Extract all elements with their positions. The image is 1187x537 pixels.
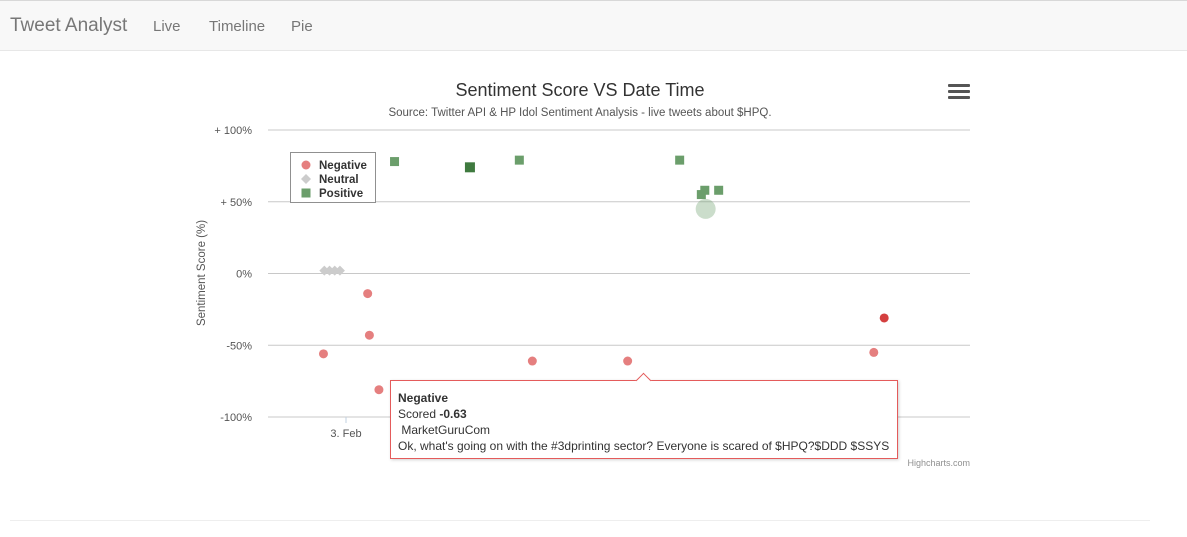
negative-point [318,349,328,359]
y-tick-label: -100% [220,412,252,424]
y-tick-label: + 50% [221,197,253,209]
positive-point [390,157,400,167]
point-tooltip: Negative Scored -0.63 MarketGuruCom Ok, … [390,372,898,459]
y-axis-label: Sentiment Score (%) [196,220,208,326]
nav-link-timeline[interactable]: Timeline [209,18,266,35]
negative-point [527,356,537,366]
legend-item-neutral[interactable]: Neutral [319,174,359,186]
positive-point [514,155,524,165]
chart-subtitle: Source: Twitter API & HP Idol Sentiment … [388,107,771,119]
menu-bar-icon [948,96,970,99]
credits-link: Highcharts.com [907,458,970,468]
negative-point [869,347,879,357]
negative-point [374,385,384,395]
chart-export-menu-button[interactable] [948,84,970,102]
footer-divider [10,520,1150,521]
y-tick-label: + 100% [214,125,252,137]
negative-point [364,330,374,340]
chart-title: Sentiment Score VS Date Time [455,80,704,100]
legend-neutral-symbol [301,174,311,184]
nav-link-pie[interactable]: Pie [291,18,313,35]
hover-halo [695,198,716,219]
neutral-point [334,265,345,276]
tooltip-score-label: Scored [398,407,440,421]
positive-point [700,185,710,195]
positive-point [675,155,685,165]
tooltip-user: MarketGuruCom [401,423,491,437]
brand-link[interactable]: Tweet Analyst [10,15,128,36]
legend-item-negative[interactable]: Negative [319,160,367,172]
negative-point [363,289,373,299]
navbar: Tweet Analyst Live Timeline Pie [0,0,1187,51]
nav-link-live[interactable]: Live [153,18,181,35]
tooltip-tweet-text: Ok, what's going on with the #3dprinting… [398,439,890,453]
y-tick-label: 0% [236,269,252,281]
menu-bar-icon [948,90,970,93]
positive-point [464,162,475,173]
legend-negative-symbol [301,160,311,170]
x-tick-label: 3. Feb [330,428,361,440]
negative-point [623,356,633,366]
menu-bar-icon [948,84,970,87]
legend-positive-symbol [301,188,311,198]
tooltip-score-value: -0.63 [439,407,467,421]
legend-item-positive[interactable]: Positive [319,188,363,200]
tooltip-series-name: Negative [398,391,449,405]
negative-point [879,313,889,323]
y-tick-label: -50% [226,340,252,352]
positive-point [714,185,724,195]
neutral-point [324,265,335,276]
neutral-point [329,265,340,276]
neutral-point [319,265,330,276]
